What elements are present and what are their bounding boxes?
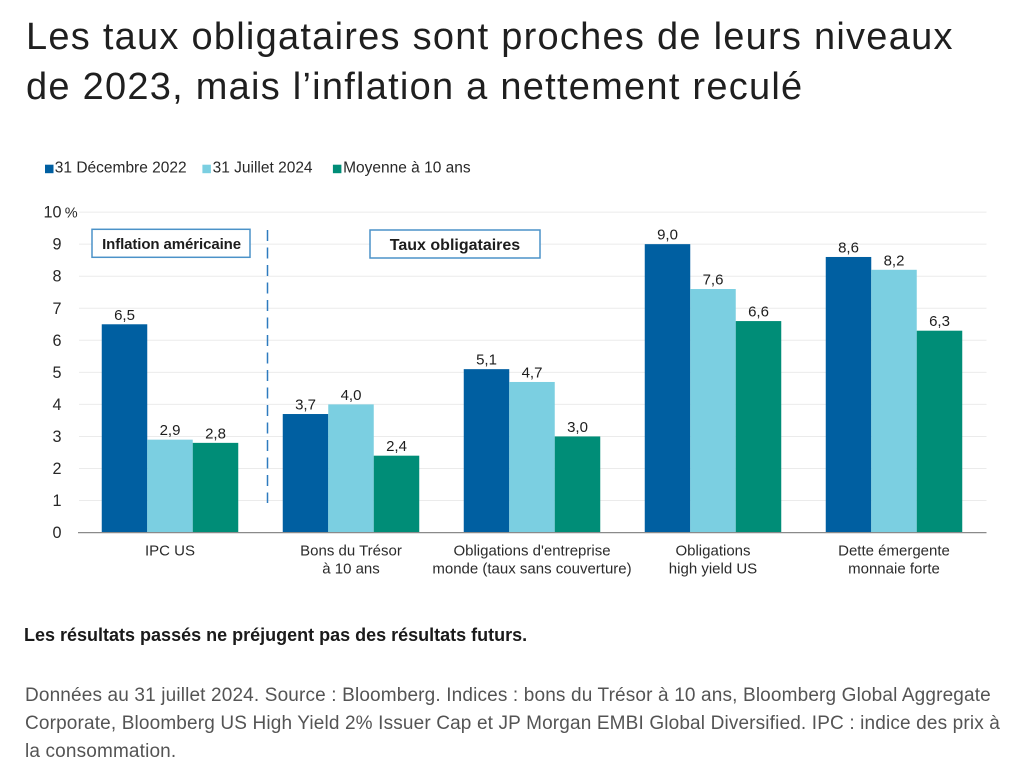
svg-text:high yield US: high yield US: [669, 561, 757, 578]
svg-text:9: 9: [52, 236, 61, 254]
svg-text:3,7: 3,7: [295, 397, 316, 414]
svg-text:4,0: 4,0: [341, 387, 362, 404]
svg-text:7,6: 7,6: [703, 272, 724, 289]
svg-text:31 Juillet 2024: 31 Juillet 2024: [213, 160, 313, 177]
svg-text:6,5: 6,5: [114, 307, 135, 324]
svg-text:5: 5: [52, 364, 61, 382]
svg-text:Moyenne à 10 ans: Moyenne à 10 ans: [343, 160, 471, 177]
svg-text:2,8: 2,8: [205, 425, 226, 442]
svg-text:IPC US: IPC US: [145, 543, 195, 560]
svg-text:Inflation américaine: Inflation américaine: [102, 236, 241, 253]
svg-text:monnaie forte: monnaie forte: [848, 561, 940, 578]
svg-text:31 Décembre 2022: 31 Décembre 2022: [55, 160, 187, 177]
svg-text:2,9: 2,9: [160, 422, 181, 439]
svg-text:10: 10: [43, 204, 61, 222]
svg-text:6: 6: [52, 332, 61, 350]
svg-text:monde (taux sans couverture): monde (taux sans couverture): [432, 561, 631, 578]
svg-text:à 10 ans: à 10 ans: [322, 561, 380, 578]
svg-text:4,7: 4,7: [522, 364, 543, 381]
svg-text:Obligations: Obligations: [675, 543, 750, 560]
svg-text:9,0: 9,0: [657, 227, 678, 244]
svg-text:Obligations d'entreprise: Obligations d'entreprise: [453, 543, 610, 560]
svg-text:3: 3: [52, 428, 61, 446]
svg-text:4: 4: [52, 396, 61, 414]
svg-text:2,4: 2,4: [386, 438, 407, 455]
svg-text:Dette émergente: Dette émergente: [838, 543, 950, 560]
svg-text:6,6: 6,6: [748, 304, 769, 321]
svg-text:2: 2: [52, 460, 61, 478]
svg-text:7: 7: [52, 300, 61, 318]
svg-text:Taux obligataires: Taux obligataires: [390, 237, 521, 254]
svg-text:3,0: 3,0: [567, 419, 588, 436]
svg-text:%: %: [65, 206, 78, 222]
svg-text:1: 1: [52, 492, 61, 510]
svg-text:5,1: 5,1: [476, 352, 497, 369]
svg-text:Bons du Trésor: Bons du Trésor: [300, 543, 402, 560]
svg-text:6,3: 6,3: [929, 313, 950, 330]
svg-text:8,2: 8,2: [884, 252, 905, 269]
svg-text:8: 8: [52, 268, 61, 286]
svg-text:8,6: 8,6: [838, 239, 859, 256]
svg-text:0: 0: [52, 524, 61, 542]
